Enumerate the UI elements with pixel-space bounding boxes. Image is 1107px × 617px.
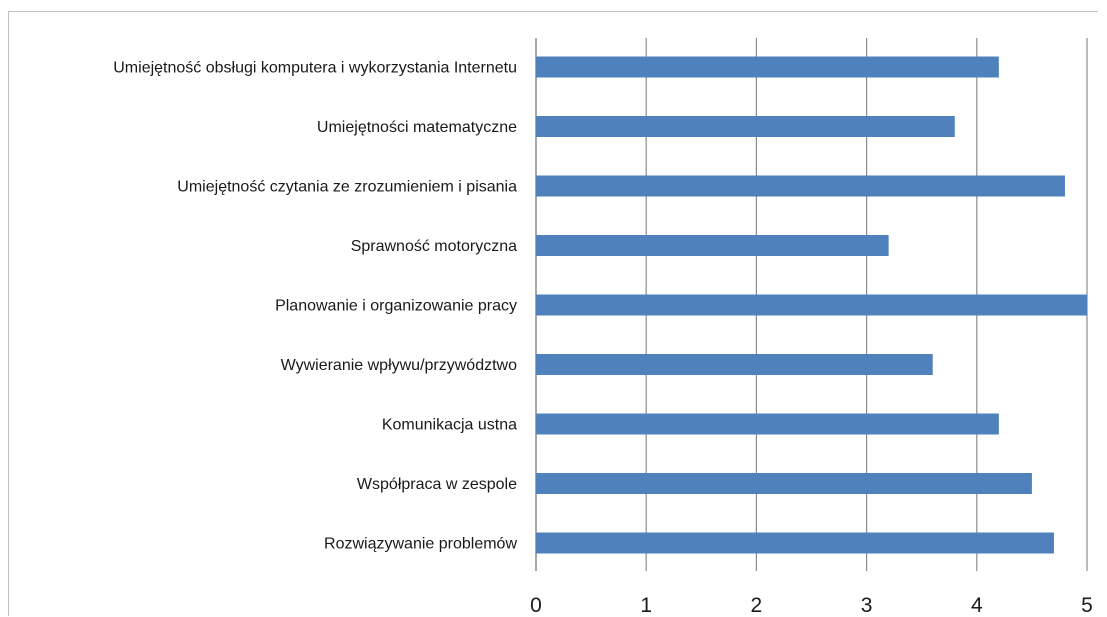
bar-5 — [536, 354, 933, 375]
x-tick-label-5: 5 — [1081, 594, 1093, 617]
x-tick-label-0: 0 — [530, 594, 542, 617]
category-label-6: Komunikacja ustna — [382, 417, 517, 434]
bar-8 — [536, 532, 1054, 554]
category-label-7: Współpraca w zespole — [357, 476, 517, 493]
category-label-5: Wywieranie wpływu/przywództwo — [281, 357, 517, 374]
bar-3 — [536, 235, 889, 256]
chart-frame — [8, 11, 1098, 616]
x-axis-tick-labels: 0 1 2 3 4 5 — [530, 594, 1093, 617]
bars — [536, 56, 1087, 554]
category-label-1: Umiejętności matematyczne — [317, 119, 517, 136]
category-label-8: Rozwiązywanie problemów — [324, 536, 517, 553]
bar-1 — [536, 116, 955, 137]
category-label-4: Planowanie i organizowanie pracy — [275, 298, 517, 315]
category-label-2: Umiejętność czytania ze zrozumieniem i p… — [177, 179, 517, 196]
category-labels: Umiejętność obsługi komputera i wykorzys… — [113, 60, 517, 553]
x-tick-label-1: 1 — [640, 594, 652, 617]
bar-4 — [536, 294, 1087, 316]
x-tick-label-3: 3 — [861, 594, 873, 617]
bar-0 — [536, 56, 999, 78]
x-tick-label-4: 4 — [971, 594, 983, 617]
bar-2 — [536, 175, 1065, 197]
category-label-3: Sprawność motoryczna — [351, 238, 517, 255]
x-tick-label-2: 2 — [751, 594, 763, 617]
bar-7 — [536, 473, 1032, 494]
category-label-0: Umiejętność obsługi komputera i wykorzys… — [113, 60, 517, 77]
bar-6 — [536, 413, 999, 435]
